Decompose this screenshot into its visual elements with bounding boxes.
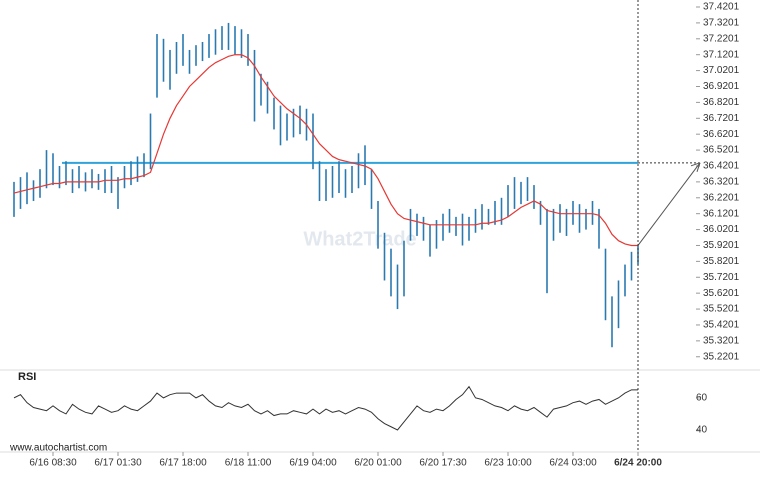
x-tick-label: 6/20 01:00 — [354, 458, 402, 469]
y-tick-label: 37.4201 — [703, 2, 740, 13]
forecast-arrow — [637, 162, 701, 246]
rsi-tick-label: 60 — [696, 393, 708, 404]
x-tick-label: 6/23 10:00 — [484, 458, 532, 469]
y-tick-label: 36.1201 — [703, 208, 740, 219]
y-tick-label: 36.7201 — [703, 113, 740, 124]
x-tick-label: 6/18 11:00 — [225, 458, 272, 469]
rsi-line — [13, 385, 638, 431]
y-tick-label: 35.7201 — [703, 272, 740, 283]
y-tick-label: 36.8201 — [703, 97, 740, 108]
y-tick-label: 35.8201 — [703, 256, 740, 267]
y-tick-label: 35.4201 — [703, 320, 740, 331]
rsi-tick-label: 40 — [696, 425, 708, 436]
y-tick-label: 37.0201 — [703, 65, 740, 76]
y-tick-label: 36.9201 — [703, 81, 740, 92]
arrow-head — [690, 162, 701, 172]
y-tick-label: 36.2201 — [703, 192, 740, 203]
x-tick-label: 6/24 20:00 — [614, 458, 662, 469]
y-tick-label: 37.2201 — [703, 33, 740, 44]
x-tick-label: 6/17 01:30 — [94, 458, 142, 469]
y-tick-label: 36.5201 — [703, 145, 740, 156]
y-tick-label: 36.4201 — [703, 161, 740, 172]
x-tick-label: 6/20 17:30 — [419, 458, 467, 469]
x-tick-label: 6/16 08:30 — [29, 458, 77, 469]
watermark: What2Trade — [303, 228, 416, 250]
y-tick-label: 37.1201 — [703, 49, 740, 60]
x-tick-label: 6/17 18:00 — [159, 458, 207, 469]
y-tick-label: 35.6201 — [703, 288, 740, 299]
source: www.autochartist.com — [9, 443, 107, 454]
rsi-title: RSI — [18, 371, 36, 383]
y-tick-label: 35.9201 — [703, 240, 740, 251]
y-tick-label: 35.2201 — [703, 351, 740, 362]
moving-average — [13, 54, 638, 247]
y-tick-label: 36.3201 — [703, 177, 740, 188]
y-tick-label: 36.0201 — [703, 224, 740, 235]
y-tick-label: 35.3201 — [703, 335, 740, 346]
x-tick-label: 6/19 04:00 — [289, 458, 337, 469]
y-tick-label: 37.3201 — [703, 18, 740, 29]
y-tick-label: 36.6201 — [703, 129, 740, 140]
x-tick-label: 6/24 03:00 — [549, 458, 597, 469]
y-tick-label: 35.5201 — [703, 304, 740, 315]
